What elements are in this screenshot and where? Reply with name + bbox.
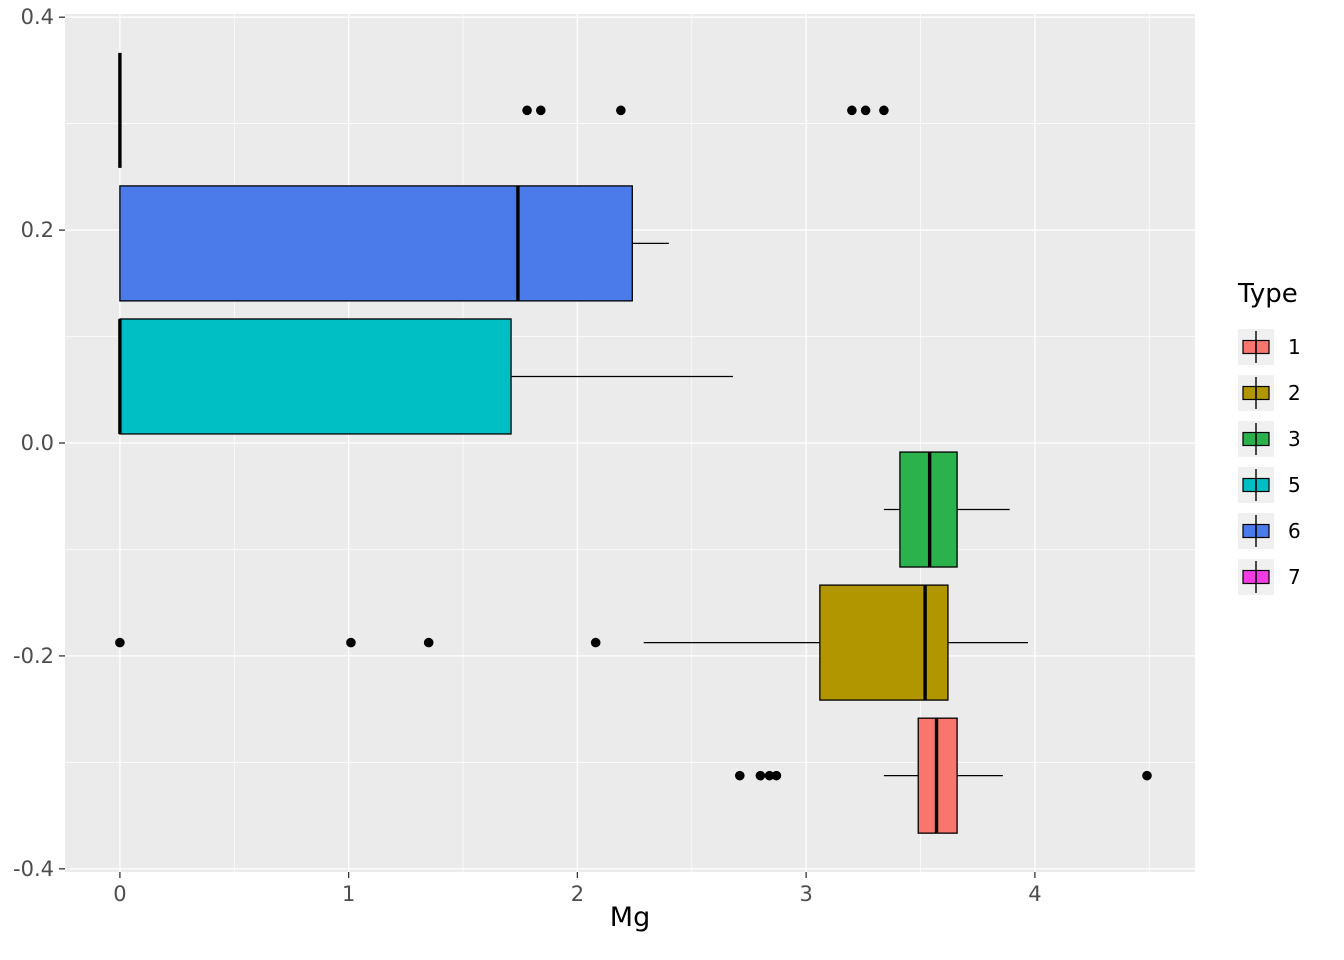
- legend-item-type-6: 6: [1238, 508, 1301, 554]
- x-tick-label: 1: [342, 882, 355, 906]
- outlier-point-type-1: [1142, 770, 1152, 781]
- legend-label: 7: [1288, 565, 1301, 589]
- outlier-point-type-1: [771, 770, 782, 781]
- x-tick-label: 3: [799, 882, 812, 906]
- y-tick-label: 0.4: [21, 5, 54, 29]
- outlier-point-type-2: [346, 637, 356, 648]
- outlier-point-type-7: [535, 105, 546, 116]
- outlier-point-type-7: [616, 105, 626, 116]
- x-axis-title: Mg: [609, 902, 651, 933]
- outlier-point-type-2: [590, 637, 601, 648]
- legend-label: 3: [1288, 427, 1301, 451]
- boxplot-key-icon: [1238, 375, 1274, 411]
- outlier-point-type-7: [847, 105, 857, 116]
- legend-title: Type: [1238, 279, 1298, 309]
- legend-item-type-3: 3: [1238, 416, 1301, 462]
- x-tick-label: 0: [113, 882, 126, 906]
- y-tick-label: 0.2: [21, 218, 54, 242]
- box-type-5: [119, 318, 512, 435]
- outlier-point-type-1: [764, 770, 775, 781]
- x-tick-label: 4: [1028, 882, 1041, 906]
- legend-label: 5: [1288, 473, 1301, 497]
- y-tick-label: 0.0: [21, 431, 54, 455]
- box-type-2: [819, 584, 949, 701]
- box-type-6: [119, 185, 633, 302]
- y-tick-label: -0.2: [13, 644, 54, 668]
- legend: Type 1 2: [1238, 278, 1301, 600]
- legend-label: 1: [1288, 335, 1301, 359]
- outlier-point-type-2: [115, 637, 125, 648]
- outlier-point-type-1: [734, 770, 745, 781]
- outlier-point-type-1: [755, 770, 766, 781]
- x-tick-label: 2: [571, 882, 584, 906]
- boxplot-key-icon: [1238, 559, 1274, 595]
- outlier-point-type-7: [522, 105, 532, 116]
- y-tick-label: -0.4: [13, 857, 54, 881]
- legend-item-type-7: 7: [1238, 554, 1301, 600]
- outlier-point-type-2: [423, 637, 434, 648]
- boxplot-key-icon: [1238, 513, 1274, 549]
- legend-item-type-5: 5: [1238, 462, 1301, 508]
- boxplot-key-icon: [1238, 467, 1274, 503]
- legend-item-type-2: 2: [1238, 370, 1301, 416]
- legend-label: 6: [1288, 519, 1301, 543]
- outlier-point-type-7: [879, 105, 889, 116]
- boxplot-key-icon: [1238, 421, 1274, 457]
- legend-label: 2: [1288, 381, 1301, 405]
- boxplot-key-icon: [1238, 329, 1274, 365]
- outlier-point-type-7: [860, 105, 871, 116]
- legend-item-type-1: 1: [1238, 324, 1301, 370]
